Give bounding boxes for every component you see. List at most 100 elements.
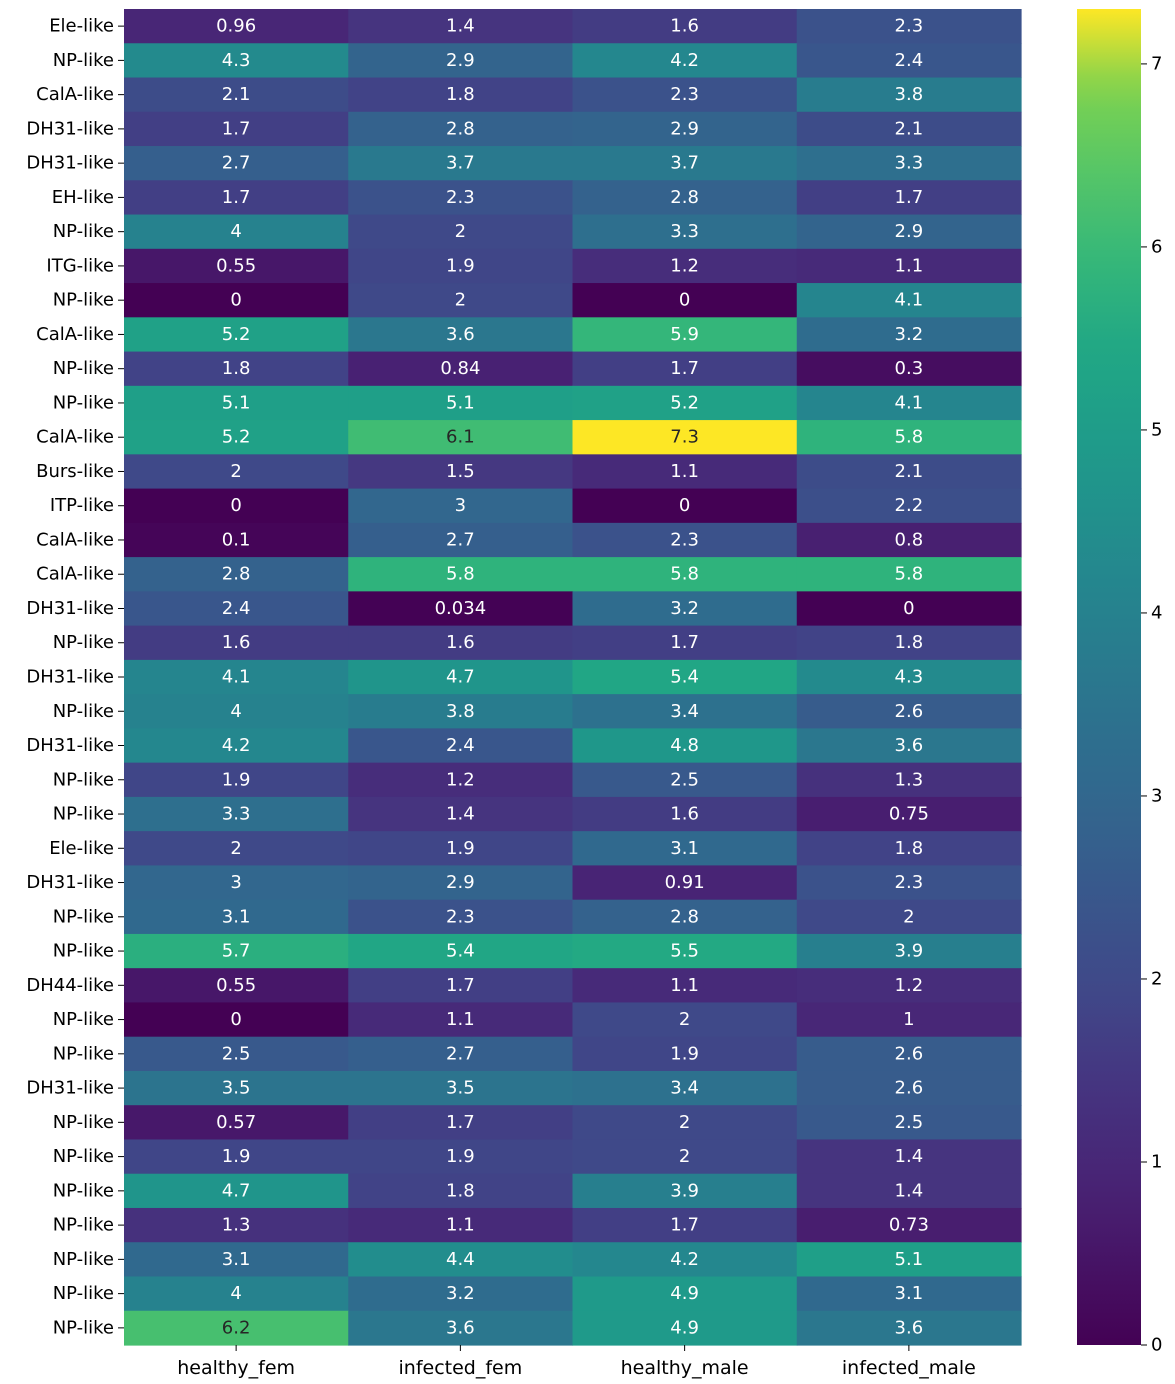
heatmap-cell [124,1002,349,1038]
heatmap-cell [796,1242,1022,1278]
cell-annotation: 1.8 [222,358,251,379]
heatmap-cell [572,694,798,729]
cell-annotation: 1.5 [446,461,475,482]
cell-annotation: 1.4 [446,16,475,37]
heatmap-cell [124,283,349,318]
colorbar-tick-label: 6 [1151,236,1162,257]
heatmap-cell [572,111,798,147]
heatmap-cell [348,351,574,387]
heatmap-cell [124,831,349,867]
heatmap-cell [572,180,798,216]
heatmap-cell [348,796,574,832]
heatmap-cell [796,1310,1022,1346]
heatmap-cell [796,899,1022,935]
y-tick-label: NP-like [53,392,114,413]
cell-annotation: 0 [679,290,690,311]
cell-annotation: 1.1 [670,975,699,996]
cell-annotation: 1.4 [895,1180,924,1201]
y-tick-label: NP-like [53,1317,114,1338]
y-tick-label: NP-like [53,50,114,71]
heatmap-cell [572,1139,798,1175]
cell-annotation: 7.3 [670,427,699,448]
cell-annotation: 0 [230,1009,241,1030]
cell-annotation: 4.7 [446,667,475,688]
cell-annotation: 2.5 [222,1043,251,1064]
cell-annotation: 5.7 [222,941,251,962]
heatmap-cell [348,317,574,353]
cell-annotation: 5.1 [895,1249,924,1270]
cell-annotation: 6.2 [222,1317,251,1338]
cell-annotation: 4.2 [222,735,251,756]
cell-annotation: 3.9 [670,1180,699,1201]
heatmap-cell [124,420,349,455]
heatmap-cell [348,557,574,592]
cell-annotation: 3.6 [446,1317,475,1338]
cell-annotation: 2.8 [670,906,699,927]
y-tick-label: DH31-like [26,872,114,893]
colorbar-tick-label: 3 [1151,785,1162,806]
cell-annotation: 2.7 [446,529,475,550]
heatmap-cell [796,659,1022,695]
heatmap-cell [124,968,349,1004]
heatmap-cell [572,214,798,250]
heatmap-cell [124,933,349,969]
heatmap-cell [796,77,1022,113]
cell-annotation: 0.75 [889,804,929,825]
cell-annotation: 2.9 [895,221,924,242]
cell-annotation: 1.2 [670,255,699,276]
cell-annotation: 2.7 [222,153,251,174]
heatmap-cell [124,899,349,935]
heatmap-cell [124,214,349,250]
heatmap-cell [796,454,1022,490]
heatmap-cell [796,762,1022,798]
heatmap-cell [124,1276,349,1312]
cell-annotation: 1.8 [895,632,924,653]
heatmap-cell [796,214,1022,250]
cell-annotation: 2 [455,221,466,242]
cell-annotation: 4 [230,701,241,722]
heatmap-cell [572,522,798,558]
cell-annotation: 3.3 [222,804,251,825]
cell-annotation: 3.1 [670,838,699,859]
cell-annotation: 2.6 [895,1078,924,1099]
cell-annotation: 2.8 [670,187,699,208]
y-tick-label: NP-like [53,906,114,927]
cell-annotation: 1 [903,1009,914,1030]
heatmap-cell [348,899,574,935]
heatmap-cell [124,728,349,764]
cell-annotation: 5.8 [446,564,475,585]
cell-annotation: 1.1 [670,461,699,482]
y-tick-label: NP-like [53,1009,114,1030]
y-tick-label: Ele-like [49,16,114,37]
y-tick-label: DH31-like [26,1078,114,1099]
cell-annotation: 0.034 [435,598,487,619]
heatmap-cell [348,9,574,44]
heatmap-cell [348,1105,574,1141]
heatmap-cell [572,488,798,524]
colorbar-tick-label: 7 [1151,53,1162,74]
heatmap-cell [348,591,574,627]
heatmap-cell [796,1173,1022,1209]
y-tick-label: NP-like [53,804,114,825]
cell-annotation: 1.1 [446,1009,475,1030]
heatmap-cell [348,180,574,216]
heatmap-cell [124,1310,349,1346]
cell-annotation: 4 [230,221,241,242]
x-tick-label: healthy_fem [177,1357,295,1379]
cell-annotation: 3.6 [895,1317,924,1338]
cell-annotation: 0 [230,495,241,516]
cell-annotation: 0.8 [895,529,924,550]
cell-annotation: 2 [679,1009,690,1030]
cell-annotation: 5.2 [222,427,251,448]
heatmap-cell [572,796,798,832]
cell-annotation: 4.2 [670,1249,699,1270]
cell-annotation: 2.1 [895,118,924,139]
y-tick-label: DH44-like [26,975,114,996]
cell-annotation: 3.1 [222,906,251,927]
cell-annotation: 3.9 [895,941,924,962]
cell-annotation: 4.7 [222,1180,251,1201]
heatmap-cell [572,831,798,867]
heatmap-cell [124,694,349,729]
